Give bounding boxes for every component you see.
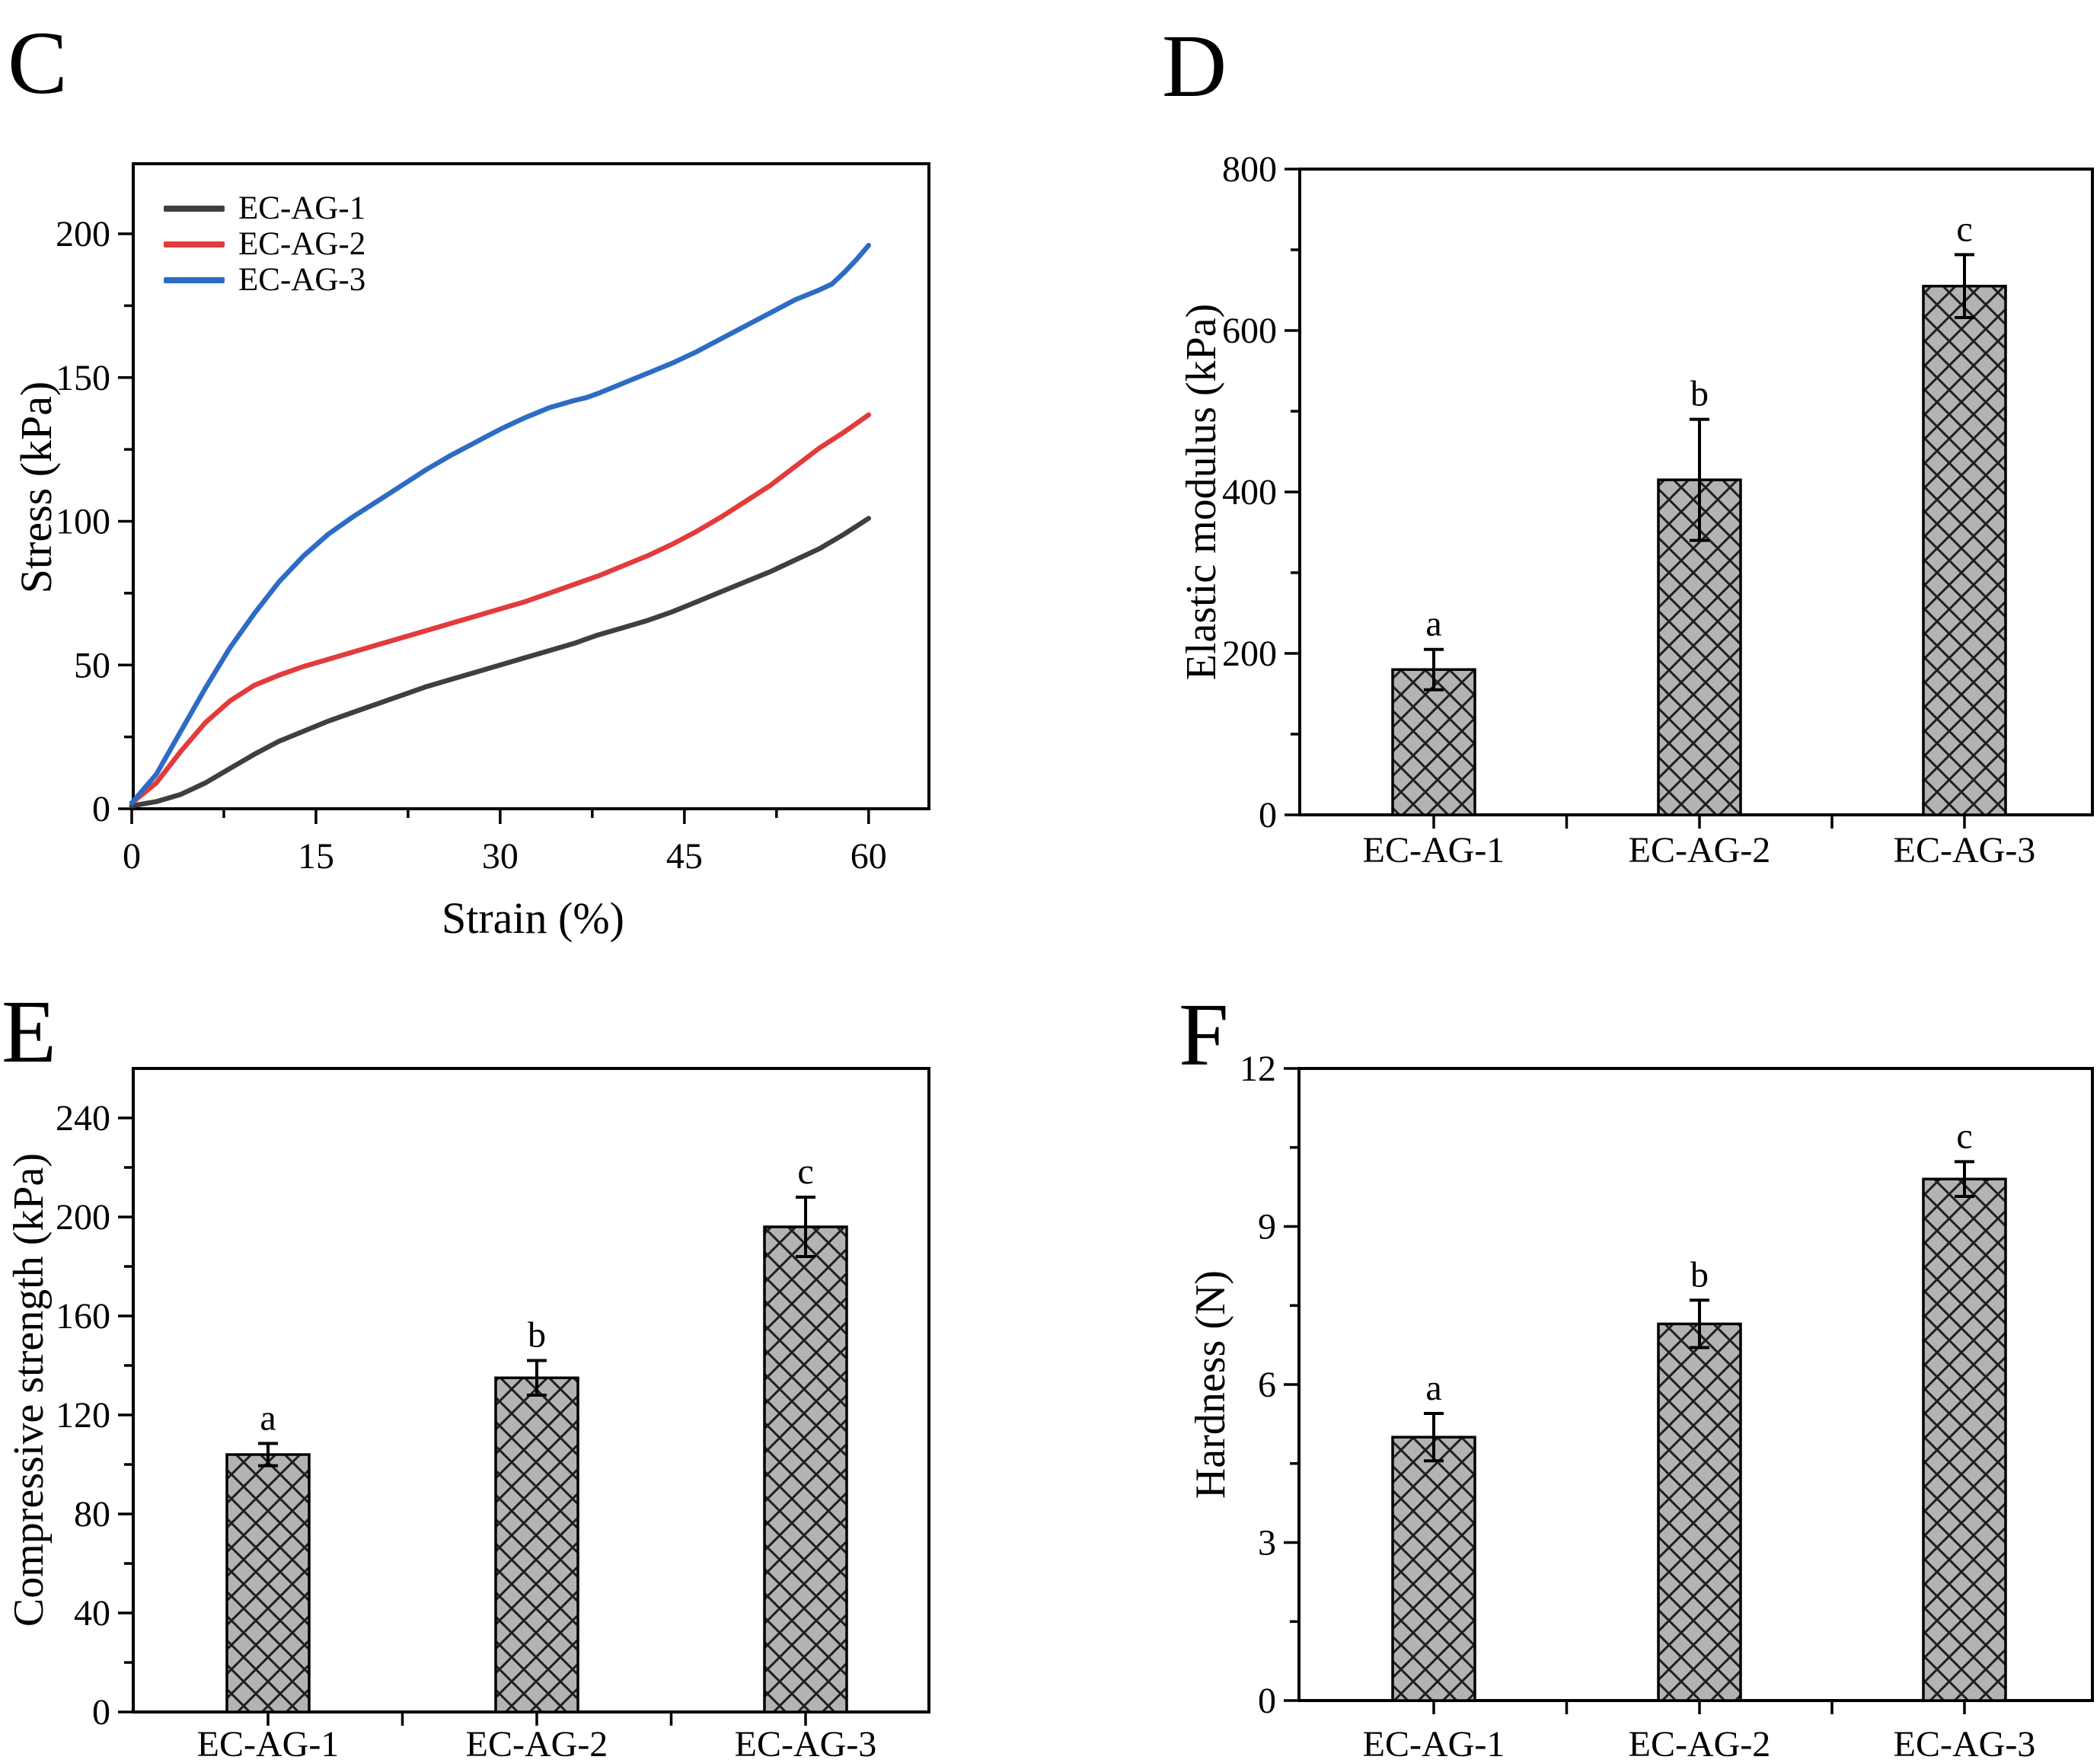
panel-f-error-bar-EC-AG-2 xyxy=(1690,1298,1709,1349)
panel-d-bar-EC-AG-1 xyxy=(1391,668,1476,816)
significance-letter: b xyxy=(1690,374,1709,414)
panel-d-error-bar-EC-AG-3 xyxy=(1955,253,1974,320)
x-tick-label: 30 xyxy=(482,836,519,877)
y-tick-label: 200 xyxy=(56,214,110,254)
panel-d-error-bar-EC-AG-2 xyxy=(1690,417,1709,542)
category-label: EC-AG-3 xyxy=(1894,830,2036,870)
category-label: EC-AG-2 xyxy=(1629,1724,1771,1763)
y-tick-label: 40 xyxy=(74,1593,110,1634)
panel-e-bar-EC-AG-1 xyxy=(225,1453,311,1713)
panel-c-letter: C xyxy=(8,13,68,113)
curve-EC-AG-3 xyxy=(129,242,872,806)
y-tick-label: 50 xyxy=(74,645,110,685)
panel-c-plot-box xyxy=(132,162,930,810)
x-tick-label: 15 xyxy=(298,836,334,877)
legend-label: EC-AG-3 xyxy=(238,262,366,298)
panel-f-bar-EC-AG-3 xyxy=(1922,1177,2007,1702)
panel-f-bar-EC-AG-1 xyxy=(1391,1436,1476,1702)
category-label: EC-AG-1 xyxy=(1363,1724,1505,1763)
significance-letter: b xyxy=(1690,1254,1709,1295)
panel-e-y-axis-title: Compressive strength (kPa) xyxy=(5,1152,53,1627)
y-tick-label: 160 xyxy=(56,1296,110,1337)
y-tick-label: 0 xyxy=(1258,1681,1276,1721)
panel-e-bar-EC-AG-3 xyxy=(763,1225,848,1713)
panel-e-bar-EC-AG-2 xyxy=(494,1376,579,1713)
y-tick-label: 100 xyxy=(56,502,110,542)
panel-d-error-bar-EC-AG-1 xyxy=(1424,647,1444,691)
panel-f-error-bar-EC-AG-3 xyxy=(1955,1160,1974,1199)
x-tick-label: 45 xyxy=(666,836,703,877)
y-tick-label: 0 xyxy=(92,1692,110,1733)
y-tick-label: 0 xyxy=(1259,795,1277,835)
x-tick-label: 60 xyxy=(851,836,887,877)
x-tick-label: 0 xyxy=(123,836,141,877)
significance-letter: c xyxy=(797,1151,813,1192)
panel-e-error-bar-EC-AG-3 xyxy=(796,1196,815,1258)
y-tick-label: 400 xyxy=(1222,472,1277,513)
y-tick-label: 12 xyxy=(1240,1049,1276,1089)
legend-label: EC-AG-1 xyxy=(238,190,366,226)
curve-EC-AG-1 xyxy=(129,516,872,809)
y-tick-label: 200 xyxy=(1222,634,1277,674)
y-tick-label: 6 xyxy=(1258,1365,1276,1405)
panel-d-y-axis-title: Elastic modulus (kPa) xyxy=(1178,303,1225,681)
category-label: EC-AG-2 xyxy=(466,1724,608,1763)
y-tick-label: 0 xyxy=(92,789,110,829)
legend-line-swatch-ec-ag-2 xyxy=(164,241,225,248)
legend-row-ec-ag-2: EC-AG-2 xyxy=(164,226,365,262)
significance-letter: a xyxy=(1425,604,1441,644)
y-tick-label: 80 xyxy=(74,1494,110,1535)
y-tick-label: 240 xyxy=(56,1098,110,1139)
panel-f-bar-EC-AG-2 xyxy=(1657,1322,1742,1702)
y-tick-label: 3 xyxy=(1258,1522,1276,1563)
panel-c-x-axis-title: Strain (%) xyxy=(442,893,624,943)
category-label: EC-AG-3 xyxy=(1894,1724,2036,1763)
legend-row-ec-ag-1: EC-AG-1 xyxy=(164,190,365,226)
significance-letter: a xyxy=(260,1397,276,1438)
category-label: EC-AG-2 xyxy=(1629,830,1771,870)
panel-e-error-bar-EC-AG-1 xyxy=(258,1442,278,1468)
significance-letter: c xyxy=(1956,1116,1972,1156)
category-label: EC-AG-3 xyxy=(735,1724,877,1763)
y-tick-label: 9 xyxy=(1258,1206,1276,1247)
y-tick-label: 120 xyxy=(56,1395,110,1436)
legend-line-swatch-ec-ag-1 xyxy=(164,205,225,212)
curve-EC-AG-2 xyxy=(129,412,872,806)
y-tick-label: 200 xyxy=(56,1197,110,1238)
panel-c-legend: EC-AG-1 EC-AG-2 EC-AG-3 xyxy=(164,190,365,298)
significance-letter: a xyxy=(1425,1368,1441,1408)
legend-label: EC-AG-2 xyxy=(238,226,366,262)
panel-f-y-axis-title: Hardness (N) xyxy=(1187,1270,1234,1500)
panel-d-bar-EC-AG-3 xyxy=(1922,284,2007,816)
legend-line-swatch-ec-ag-3 xyxy=(164,276,225,283)
category-label: EC-AG-1 xyxy=(1363,830,1505,870)
significance-letter: b xyxy=(528,1315,546,1356)
significance-letter: c xyxy=(1956,209,1972,249)
panel-e-error-bar-EC-AG-2 xyxy=(527,1359,547,1397)
panel-c-y-axis-title: Stress (kPa) xyxy=(11,381,61,594)
y-tick-label: 150 xyxy=(56,358,110,398)
y-tick-label: 800 xyxy=(1222,149,1277,190)
panel-e-letter: E xyxy=(2,982,57,1081)
y-tick-label: 600 xyxy=(1222,311,1277,351)
panel-d-letter: D xyxy=(1162,16,1227,116)
panel-f-error-bar-EC-AG-1 xyxy=(1424,1412,1444,1463)
category-label: EC-AG-1 xyxy=(197,1724,340,1763)
legend-row-ec-ag-3: EC-AG-3 xyxy=(164,262,365,298)
panel-f-letter: F xyxy=(1179,985,1229,1084)
